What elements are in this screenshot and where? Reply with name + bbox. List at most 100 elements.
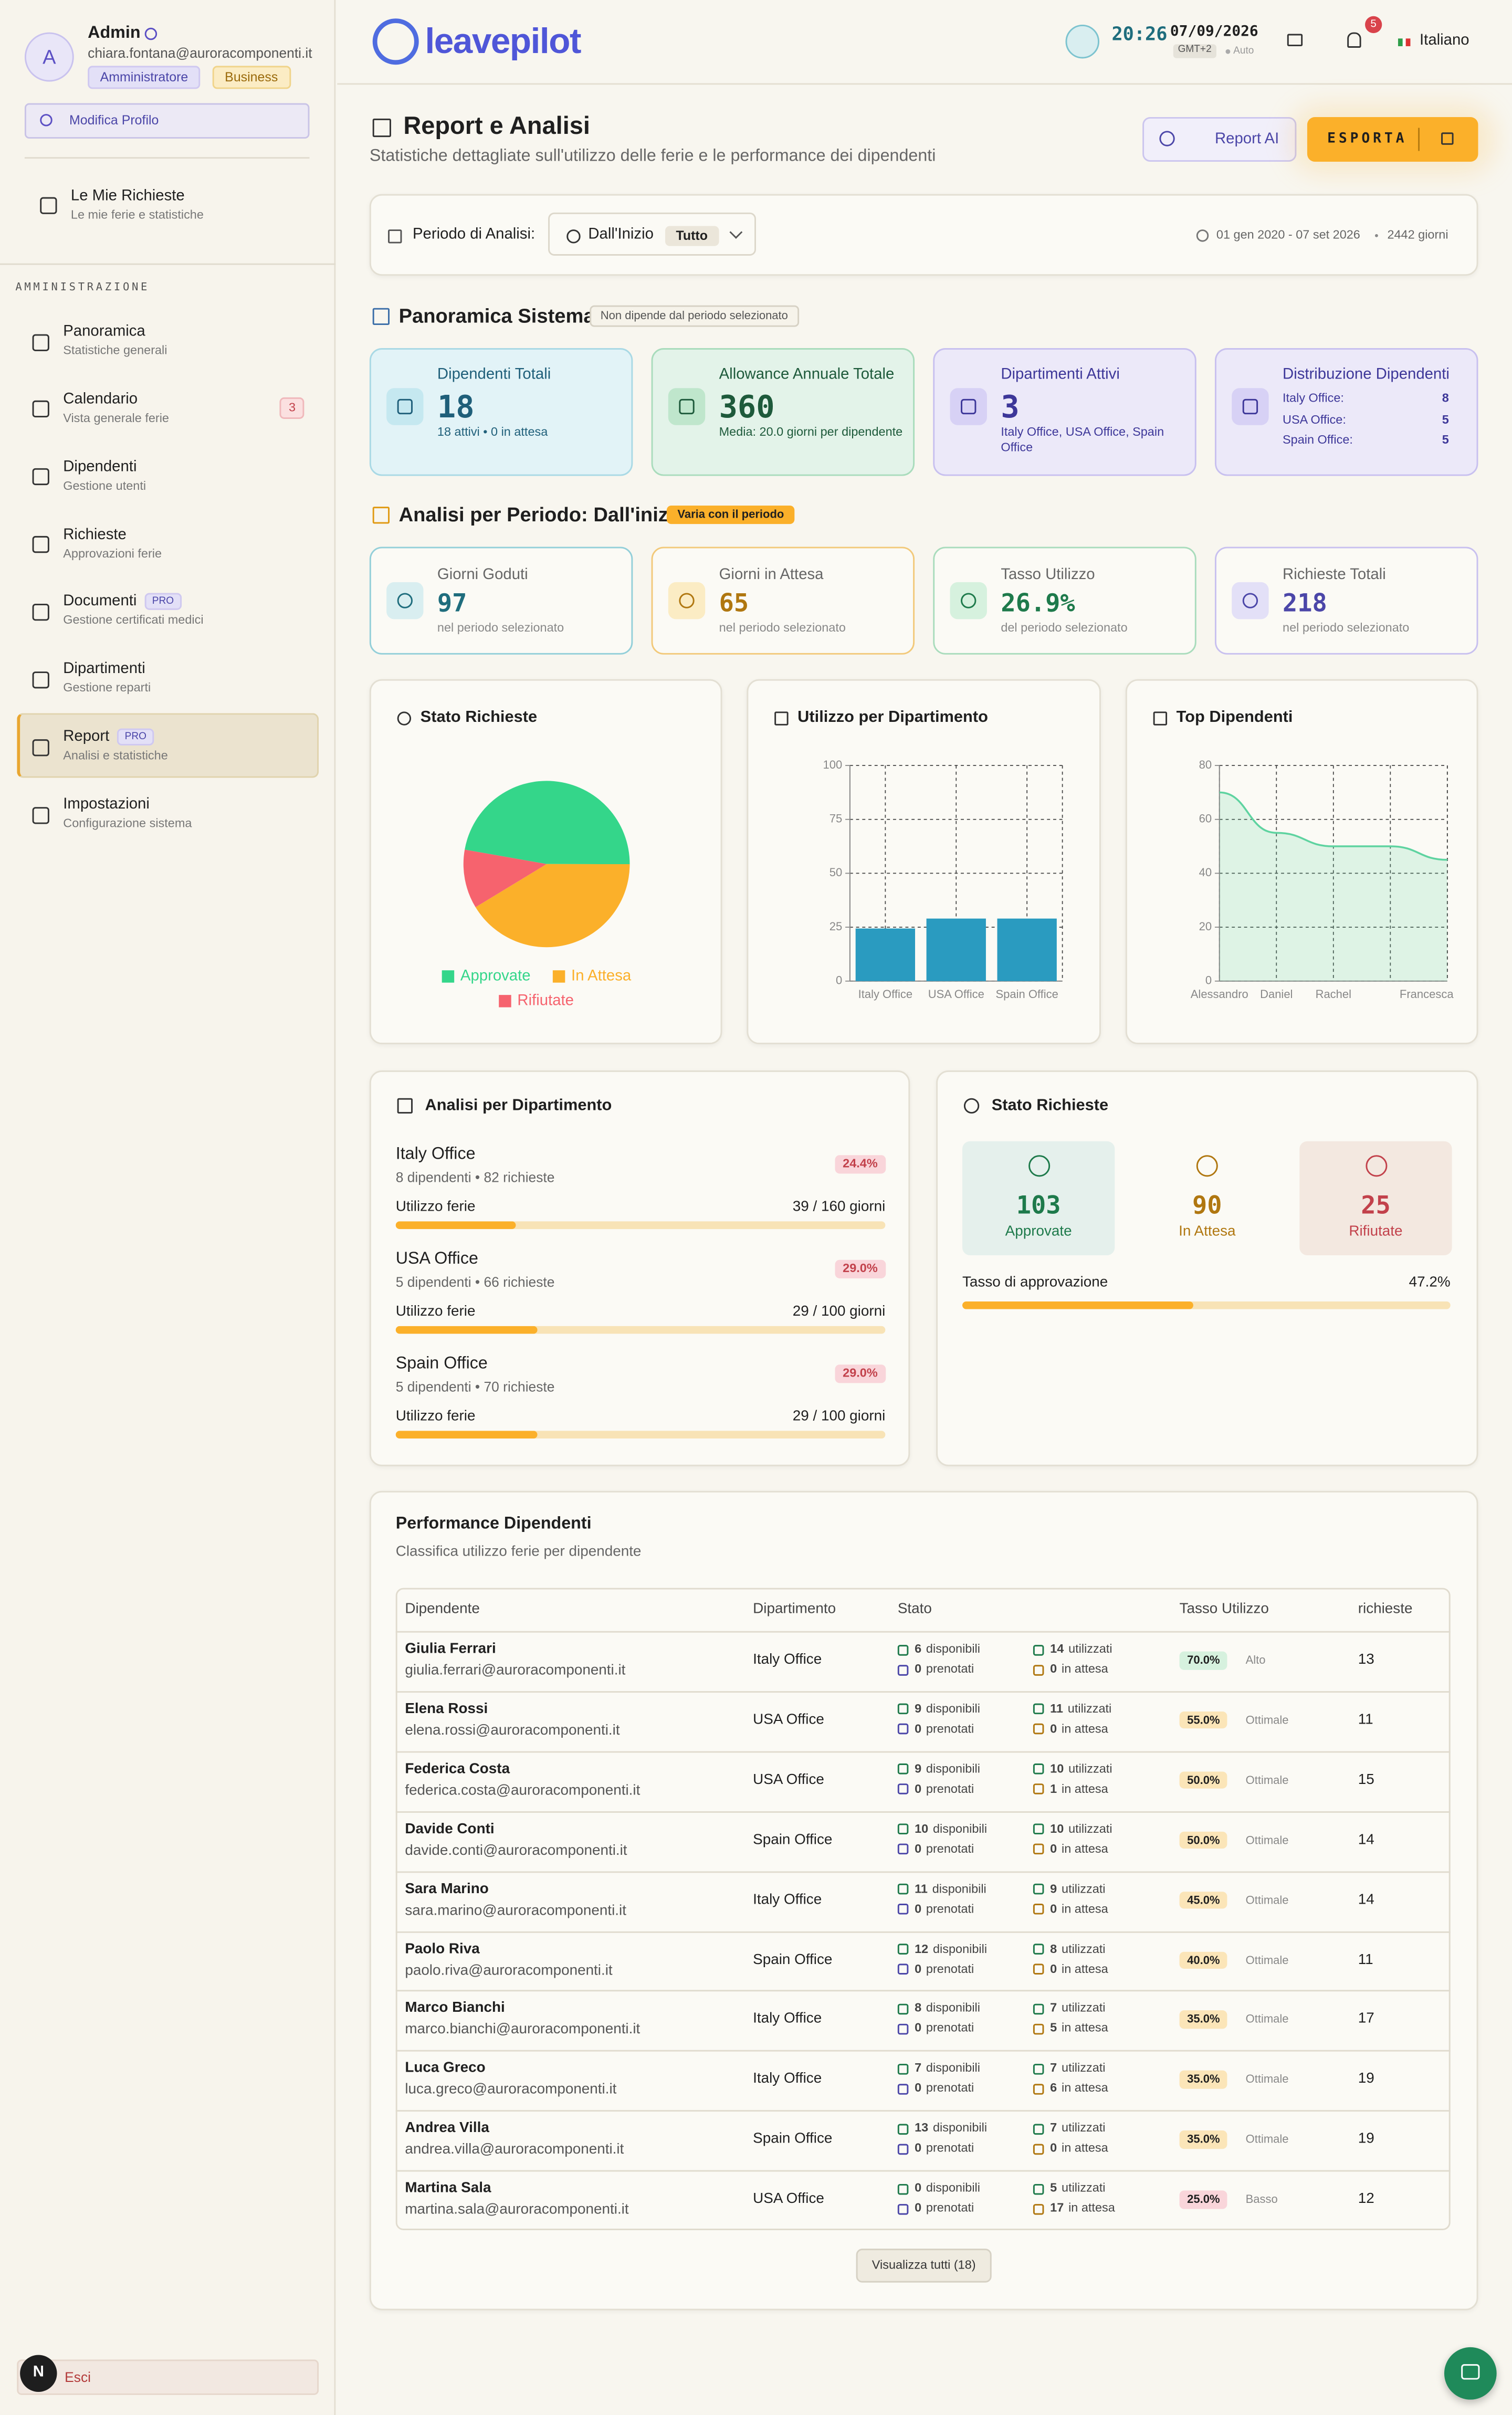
employee-department: Spain Office <box>753 1951 833 1968</box>
logo-text: leavepilot <box>425 20 581 61</box>
divider <box>24 157 310 159</box>
stat-value: 97 <box>437 588 467 618</box>
role-badge: Business <box>212 66 290 88</box>
nav-item[interactable] <box>17 308 319 373</box>
bell-icon[interactable] <box>1347 32 1361 48</box>
employee-name: Paolo Riva <box>405 1940 480 1957</box>
stat-icon <box>386 388 424 425</box>
monitor-icon[interactable] <box>1287 34 1303 47</box>
status-pending: 6 in attesa <box>1050 2082 1108 2095</box>
status-used: 8 utilizzati <box>1050 1942 1105 1955</box>
icon <box>32 333 49 351</box>
employee-name: Sara Marino <box>405 1880 489 1897</box>
employee-email: sara.marino@auroracomponenti.it <box>405 1902 627 1919</box>
column-header: richieste <box>1358 1600 1413 1618</box>
employee-email: martina.sala@auroracomponenti.it <box>405 2201 629 2219</box>
row-divider <box>395 2110 1451 2112</box>
nav-item[interactable] <box>17 511 319 575</box>
stat-title: Dipartimenti Attivi <box>1001 366 1120 384</box>
status-word: disponibili <box>926 2061 980 2075</box>
rate-rating: Ottimale <box>1245 1772 1289 1787</box>
status-word: in attesa <box>1062 1901 1108 1916</box>
status-booked: 0 prenotati <box>915 2141 974 2155</box>
period-select[interactable] <box>548 212 756 256</box>
nav-item[interactable] <box>17 646 319 710</box>
status-icon <box>1033 2123 1044 2135</box>
export-button[interactable] <box>1307 117 1478 162</box>
stat-detail: nel periodo selezionato <box>437 621 564 635</box>
status-word: prenotati <box>926 1961 974 1976</box>
status-count: 0 <box>915 1721 922 1736</box>
separator-dot <box>1374 234 1378 237</box>
edit-profile-label: Modifica Profilo <box>69 112 159 128</box>
status-icon <box>897 2003 909 2014</box>
status-count: 0 <box>915 1961 922 1976</box>
status-pending: 17 in attesa <box>1050 2202 1115 2214</box>
status-icon <box>897 2123 909 2135</box>
status-value: 90 <box>1192 1190 1222 1220</box>
status-count: 7 <box>1050 2061 1057 2075</box>
clock-icon <box>1065 24 1100 59</box>
status-word: utilizzati <box>1062 2001 1106 2015</box>
row-divider <box>395 1871 1451 1873</box>
nav-subtitle: Vista generale ferie <box>63 411 170 425</box>
request-count: 11 <box>1358 1711 1373 1728</box>
icon <box>961 398 976 415</box>
status-word: prenotati <box>926 1662 974 1676</box>
status-word: disponibili <box>932 1941 988 1956</box>
rate-bar <box>962 1301 1193 1309</box>
rate-rating: Ottimale <box>1245 2072 1289 2086</box>
status-count: 5 <box>1050 2021 1057 2035</box>
distribution-value: 5 <box>1442 412 1449 426</box>
nav-title-text: Impostazioni <box>63 796 150 814</box>
status-used: 7 utilizzati <box>1050 2001 1106 2015</box>
user-email: chiara.fontana@auroracomponenti.it <box>88 45 312 61</box>
view-all-button[interactable] <box>856 2249 992 2283</box>
status-count: 0 <box>915 2181 922 2195</box>
section-note: Non dipende dal periodo selezionato <box>590 305 799 327</box>
status-booked: 0 prenotati <box>915 2202 974 2214</box>
status-word: prenotati <box>926 2141 974 2155</box>
employee-name: Giulia Ferrari <box>405 1641 496 1658</box>
status-icon <box>1033 1964 1044 1975</box>
logout-button[interactable] <box>17 2359 319 2395</box>
nav-item[interactable] <box>17 443 319 508</box>
status-word: prenotati <box>926 1781 974 1796</box>
status-count: 7 <box>1050 2121 1057 2135</box>
nav-title: Documenti PRO <box>63 593 182 611</box>
usage-badge: 29.0% <box>835 1259 886 1278</box>
nav-item[interactable] <box>17 375 319 440</box>
period-days: 2442 giorni <box>1387 228 1448 242</box>
employee-department: Italy Office <box>753 1891 822 1908</box>
status-icon <box>1033 1884 1044 1895</box>
request-count: 13 <box>1358 1651 1374 1668</box>
avatar <box>24 32 74 82</box>
user-avatar <box>20 2355 57 2392</box>
row-divider <box>395 1811 1451 1813</box>
icon <box>372 506 389 523</box>
edit-profile-button[interactable] <box>24 103 310 139</box>
status-icon <box>1033 2023 1044 2035</box>
employee-email: luca.greco@auroracomponenti.it <box>405 2081 617 2099</box>
column-header: Tasso Utilizzo <box>1179 1600 1269 1618</box>
nav-item[interactable] <box>17 713 319 778</box>
icon <box>679 593 695 608</box>
nav-title-text: Documenti <box>63 593 137 611</box>
status-word: utilizzati <box>1068 1642 1112 1656</box>
icon <box>1441 132 1454 145</box>
status-available: 12 disponibili <box>915 1941 988 1956</box>
logout-label: Esci <box>65 2369 91 2385</box>
status-pending: 0 in attesa <box>1050 1723 1108 1735</box>
stat-icon <box>950 582 987 620</box>
stat-title: Giorni Goduti <box>437 566 528 584</box>
chat-button[interactable] <box>1444 2347 1497 2400</box>
nav-item[interactable] <box>17 781 319 845</box>
employee-name: Andrea Villa <box>405 2120 489 2137</box>
rate-rating: Ottimale <box>1245 1713 1289 1727</box>
nav-subtitle: Gestione utenti <box>63 478 146 492</box>
rate-badge: 35.0% <box>1179 2071 1228 2089</box>
status-icon <box>1033 2063 1044 2075</box>
employee-department: Italy Office <box>753 2071 822 2088</box>
rate-rating: Basso <box>1245 2192 1278 2207</box>
